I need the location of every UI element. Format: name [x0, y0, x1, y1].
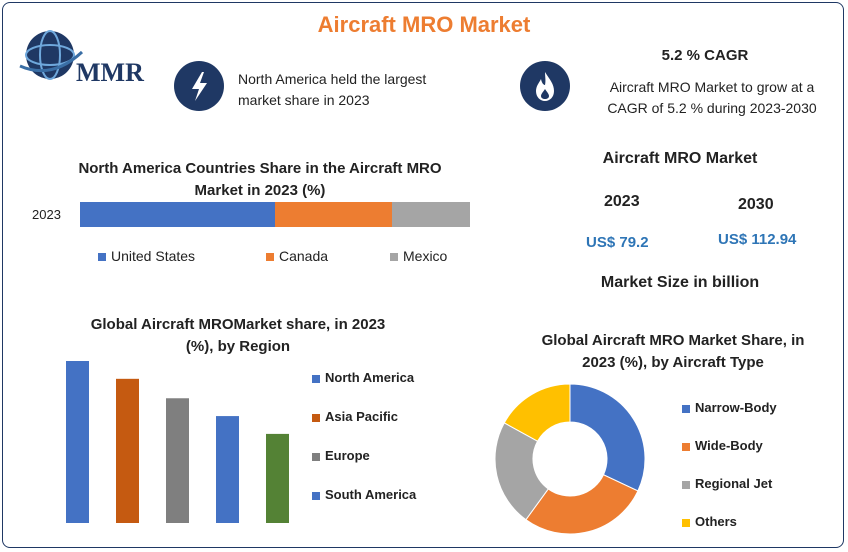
legend-label: Canada [279, 248, 329, 264]
region-bar-south-america [216, 416, 239, 523]
stacked-segment-united-states [80, 202, 275, 227]
page-title: Aircraft MRO Market [317, 12, 531, 37]
info-right-line1: Aircraft MRO Market to grow at a [609, 79, 815, 95]
legend-label: Asia Pacific [325, 409, 398, 424]
year-2030-label: 2030 [738, 196, 774, 213]
info-left-line1: North America held the largest [238, 71, 427, 87]
info-right-text: Aircraft MRO Market to grow at a CAGR of… [592, 77, 832, 119]
region-legend: North America Asia Pacific Europe South Ame… [312, 370, 462, 510]
market-size-caption: Market Size in billion [600, 274, 760, 291]
region-chart-title-line2: (%), by Region [185, 338, 291, 355]
legend-label: South America [325, 487, 417, 502]
legend-swatch [312, 491, 320, 500]
legend-label: Mexico [403, 248, 448, 264]
legend-swatch [682, 442, 690, 451]
stacked-legend: United States Canada Mexico [98, 248, 478, 266]
donut-slice-regional-jet [494, 422, 549, 521]
region-legend-item-north-america: North America [312, 370, 414, 385]
region-bar-asia-pacific [116, 378, 139, 523]
stacked-legend-item-canada: Canada [266, 248, 328, 264]
stacked-segment-mexico [392, 202, 470, 227]
region-bar-chart [66, 361, 289, 523]
stacked-chart-title: North America Countries Share in the Air… [40, 158, 480, 202]
region-legend-item-south-america: South America [312, 487, 416, 502]
donut-slice-others [503, 383, 571, 442]
legend-label: United States [111, 248, 196, 264]
globe-icon [19, 30, 84, 80]
legend-label: Narrow-Body [695, 400, 777, 415]
donut-legend-item-narrow-body: Narrow-Body [682, 400, 777, 415]
donut-chart-title-line1: Global Aircraft MRO Market Share, in [541, 332, 805, 349]
info-left-text: North America held the largest market sh… [238, 69, 426, 111]
region-bar-europe [166, 398, 189, 523]
stacked-chart-title-line2: Market in 2023 (%) [194, 182, 326, 199]
region-chart-title-line1: Global Aircraft MROMarket share, in 2023 [90, 316, 386, 333]
market-size-title: Aircraft MRO Market [602, 150, 758, 167]
donut-chart [494, 383, 646, 535]
legend-swatch [312, 374, 320, 383]
logo-text: MMR [76, 58, 144, 87]
stacked-chart-title-line1: North America Countries Share in the Air… [78, 160, 442, 177]
donut-chart-title-line2: 2023 (%), by Aircraft Type [582, 354, 764, 371]
legend-swatch [266, 253, 274, 262]
legend-swatch [390, 253, 398, 262]
donut-slice-wide-body [525, 474, 639, 535]
donut-slice-narrow-body [569, 383, 646, 492]
legend-label: Europe [325, 448, 370, 463]
lightning-icon [174, 61, 224, 111]
legend-swatch [682, 480, 690, 489]
donut-legend-item-wide-body: Wide-Body [682, 438, 763, 453]
region-bar-north-america [66, 361, 89, 523]
region-chart-title: Global Aircraft MROMarket share, in 2023… [58, 314, 418, 358]
legend-label: Others [695, 514, 737, 529]
flame-icon [520, 61, 570, 111]
value-2030: US$ 112.94 [718, 231, 797, 248]
region-bar-unnamed-4 [266, 433, 289, 523]
legend-label: Wide-Body [695, 438, 763, 453]
stacked-legend-item-mexico: Mexico [390, 248, 447, 264]
stacked-bar [80, 202, 470, 227]
value-2023: US$ 79.2 [586, 234, 649, 251]
legend-swatch [682, 518, 690, 527]
stacked-legend-item-united-states: United States [98, 248, 195, 264]
region-legend-item-asia-pacific: Asia Pacific [312, 409, 398, 424]
legend-swatch [312, 452, 320, 461]
legend-label: Regional Jet [695, 476, 773, 491]
info-left-line2: market share in 2023 [238, 92, 370, 108]
donut-legend: Narrow-Body Wide-Body Regional Jet Others [682, 400, 822, 535]
legend-swatch [98, 253, 106, 262]
mmr-logo: MMR [12, 22, 162, 88]
year-2023-label: 2023 [604, 193, 640, 210]
donut-chart-title: Global Aircraft MRO Market Share, in 202… [518, 330, 828, 374]
legend-swatch [682, 404, 690, 413]
donut-legend-item-regional-jet: Regional Jet [682, 476, 772, 491]
info-right-line2: CAGR of 5.2 % during 2023-2030 [607, 100, 817, 116]
legend-label: North America [325, 370, 415, 385]
stacked-category-label: 2023 [32, 207, 61, 222]
donut-legend-item-others: Others [682, 514, 737, 529]
region-legend-item-europe: Europe [312, 448, 370, 463]
stacked-segment-canada [275, 202, 392, 227]
cagr-label: 5.2 % CAGR [661, 47, 749, 64]
legend-swatch [312, 413, 320, 422]
